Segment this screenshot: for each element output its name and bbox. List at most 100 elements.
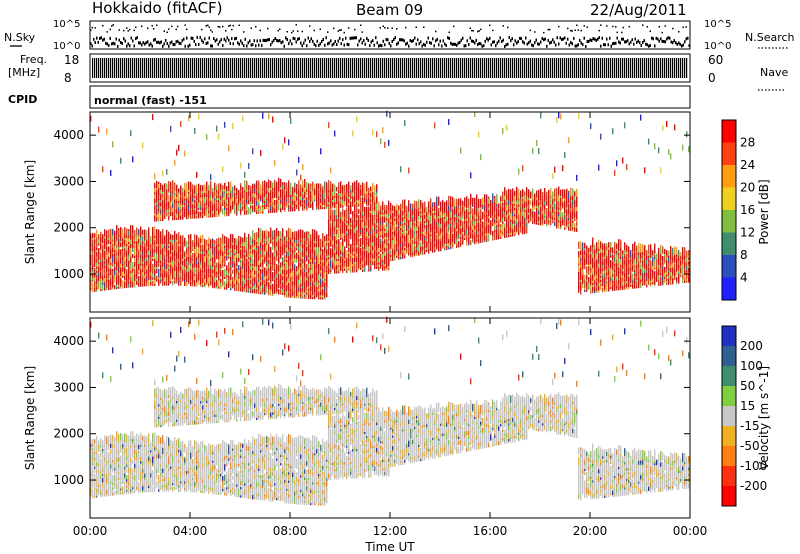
nsearch-point bbox=[250, 27, 252, 29]
freq-bar bbox=[550, 58, 552, 78]
power-echo bbox=[340, 246, 342, 255]
power-echo bbox=[276, 196, 278, 201]
power-echo bbox=[370, 186, 372, 192]
power-echo bbox=[118, 259, 120, 266]
nsky-point bbox=[156, 40, 158, 44]
power-echo bbox=[348, 188, 350, 197]
power-echo bbox=[306, 293, 308, 299]
power-echo bbox=[164, 203, 166, 211]
power-echo bbox=[218, 183, 220, 190]
power-echo bbox=[370, 235, 372, 243]
power-echo bbox=[90, 115, 92, 122]
power-echo bbox=[366, 207, 368, 214]
power-echo bbox=[260, 184, 262, 189]
power-echo bbox=[216, 202, 218, 209]
power-echo bbox=[350, 256, 352, 263]
power-echo bbox=[196, 171, 198, 178]
freq-bar bbox=[198, 58, 200, 78]
power-echo bbox=[308, 260, 310, 268]
nsky-point bbox=[120, 40, 122, 44]
freq-bar bbox=[466, 58, 468, 78]
freq-bar bbox=[180, 58, 182, 78]
power-echo bbox=[302, 267, 304, 276]
power-echo bbox=[360, 196, 362, 203]
power-echo bbox=[184, 150, 186, 157]
power-echo bbox=[366, 248, 368, 256]
nsky-point bbox=[121, 41, 123, 45]
power-echo bbox=[198, 255, 200, 262]
nsky-point bbox=[550, 40, 552, 44]
power-echo bbox=[96, 229, 98, 238]
nsky-point bbox=[253, 39, 255, 43]
nsky-point bbox=[604, 43, 606, 47]
freq-bar bbox=[398, 58, 400, 78]
power-echo bbox=[270, 227, 272, 238]
power-echo bbox=[300, 184, 302, 193]
power-echo bbox=[150, 235, 152, 243]
power-echo bbox=[340, 232, 342, 238]
power-echo bbox=[160, 252, 162, 259]
nsearch-point bbox=[156, 24, 158, 26]
power-echo bbox=[96, 236, 98, 242]
power-echo bbox=[166, 202, 168, 211]
power-echo bbox=[310, 263, 312, 268]
nsky-point bbox=[183, 37, 185, 41]
power-echo bbox=[262, 181, 264, 189]
power-echo bbox=[194, 281, 196, 287]
nsky-point bbox=[603, 43, 605, 47]
nsky-point bbox=[346, 42, 348, 46]
power-echo bbox=[292, 282, 294, 292]
nsky-point bbox=[327, 42, 329, 46]
nsky-point bbox=[642, 41, 644, 45]
power-echo bbox=[240, 265, 242, 271]
nsky-point bbox=[190, 36, 192, 40]
power-echo bbox=[278, 289, 280, 295]
power-echo bbox=[246, 250, 248, 257]
power-echo bbox=[230, 181, 232, 191]
nsky-point bbox=[655, 36, 657, 40]
power-echo bbox=[298, 289, 300, 299]
power-echo bbox=[94, 239, 96, 245]
nsearch-point bbox=[147, 27, 149, 30]
power-echo bbox=[338, 226, 340, 234]
power-echo bbox=[186, 257, 188, 266]
power-echo bbox=[124, 264, 126, 272]
power-echo bbox=[136, 232, 138, 240]
power-echo bbox=[162, 191, 164, 199]
power-echo bbox=[328, 251, 330, 256]
power-echo bbox=[318, 183, 320, 189]
power-echo bbox=[368, 230, 370, 237]
freq-tick-top: 18 bbox=[64, 53, 79, 67]
freq-bar bbox=[120, 58, 122, 78]
nsky-point bbox=[667, 36, 669, 40]
power-echo bbox=[330, 249, 332, 256]
power-echo bbox=[192, 240, 194, 247]
nsky-point bbox=[172, 43, 174, 47]
power-echo bbox=[166, 252, 168, 257]
freq-bar bbox=[358, 58, 360, 78]
nsky-point bbox=[214, 39, 216, 43]
power-echo bbox=[166, 271, 168, 276]
power-echo bbox=[108, 261, 110, 266]
power-echo bbox=[314, 187, 316, 194]
nsky-point bbox=[295, 40, 297, 44]
power-echo bbox=[182, 203, 184, 212]
freq-bar bbox=[184, 58, 186, 78]
power-echo bbox=[152, 267, 154, 272]
freq-bar bbox=[332, 58, 334, 78]
power-echo bbox=[172, 200, 174, 208]
freq-bar bbox=[324, 58, 326, 78]
power-echo bbox=[316, 183, 318, 189]
freq-bar bbox=[252, 58, 254, 78]
nsky-point bbox=[90, 42, 92, 46]
freq-bar bbox=[140, 58, 142, 78]
power-echo bbox=[162, 184, 164, 190]
nsky-point bbox=[624, 40, 626, 44]
power-echo bbox=[178, 232, 180, 242]
freq-bar bbox=[168, 58, 170, 78]
power-echo bbox=[248, 185, 250, 190]
power-echo bbox=[202, 203, 204, 212]
power-echo bbox=[278, 255, 280, 262]
power-echo bbox=[280, 206, 282, 213]
freq-bar bbox=[586, 58, 588, 78]
